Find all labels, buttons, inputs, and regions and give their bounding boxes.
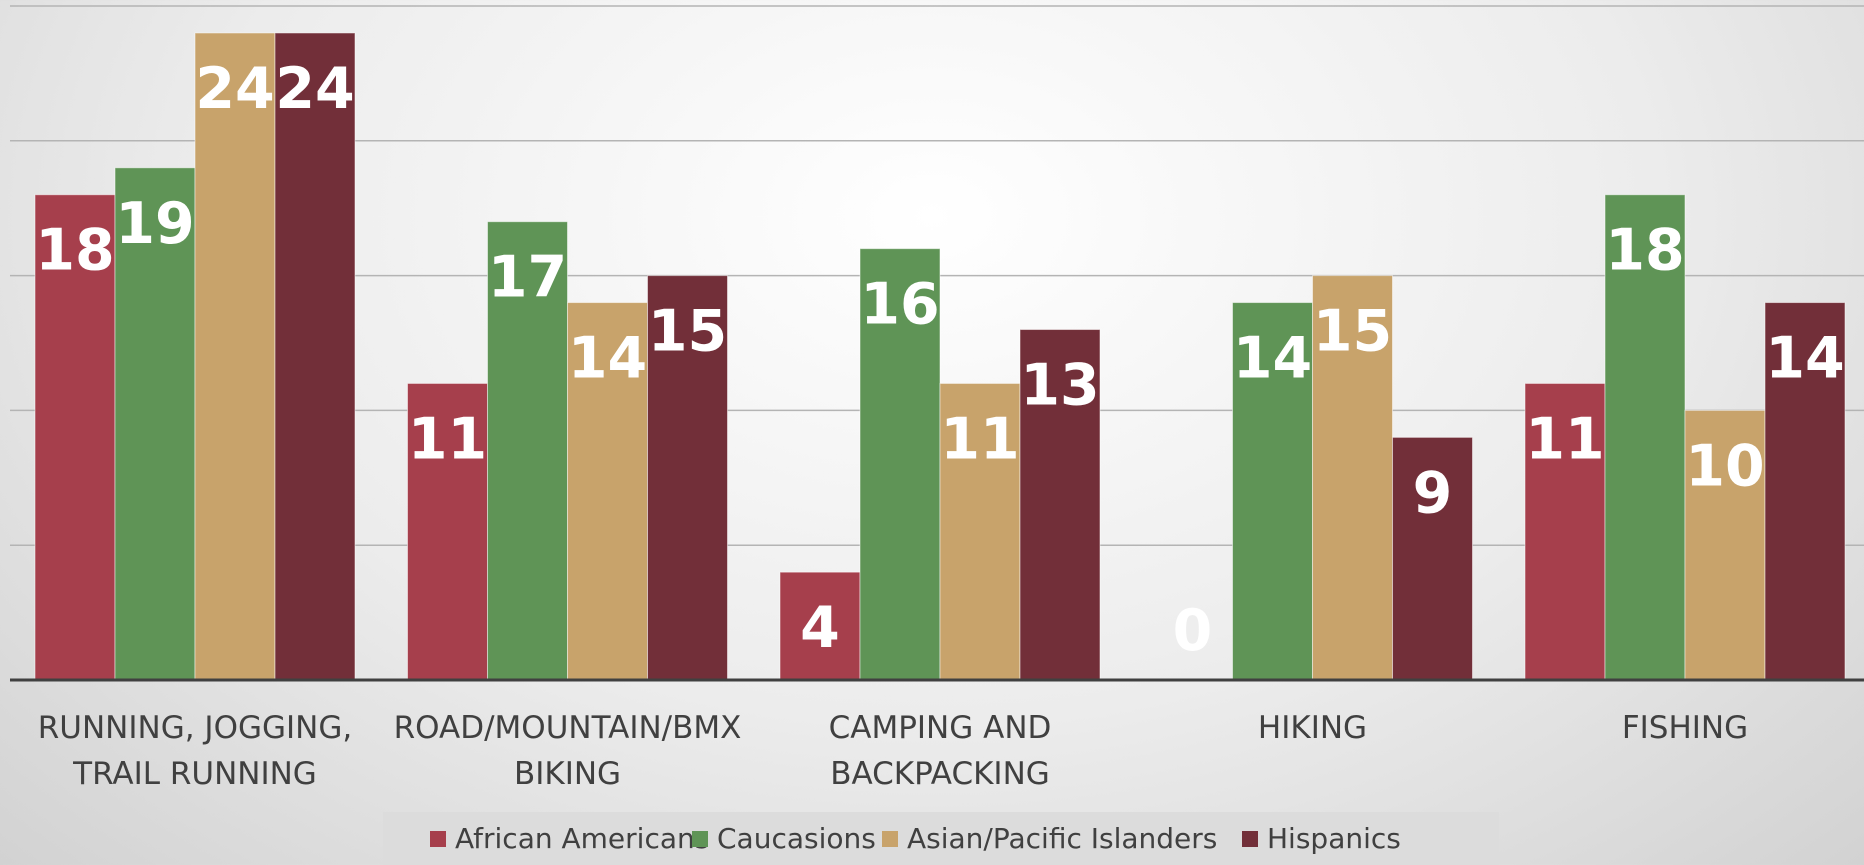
data-label: 19 — [115, 191, 194, 257]
data-label: 4 — [800, 595, 840, 661]
data-label: 16 — [860, 272, 939, 338]
x-tick-label: ROAD/MOUNTAIN/BMX BIKING — [393, 710, 742, 792]
data-label: 0 — [1173, 598, 1213, 664]
bar — [274, 32, 356, 681]
x-tick-label: CAMPING AND BACKPACKING — [828, 710, 1052, 792]
data-label: 11 — [940, 406, 1019, 472]
legend-label: Hispanics — [1267, 822, 1401, 855]
bar — [1604, 194, 1686, 681]
data-label: 18 — [35, 218, 114, 284]
bar — [567, 302, 648, 681]
data-label: 17 — [488, 245, 567, 311]
legend-swatch — [430, 831, 446, 847]
data-label: 11 — [408, 406, 487, 472]
bar — [1392, 436, 1473, 681]
x-tick-label: HIKING — [1257, 710, 1368, 746]
data-label: 11 — [1525, 406, 1604, 472]
bar — [647, 275, 728, 681]
data-label: 9 — [1413, 460, 1453, 526]
x-tick-label: FISHING — [1621, 710, 1749, 746]
legend-swatch — [882, 831, 898, 847]
bar — [1764, 302, 1846, 681]
bar — [194, 32, 276, 681]
data-label: 24 — [275, 56, 354, 122]
data-label: 24 — [195, 56, 274, 122]
data-label: 14 — [568, 326, 647, 392]
legend-swatch — [692, 831, 708, 847]
data-label: 15 — [648, 299, 727, 365]
data-label: 13 — [1020, 353, 1099, 419]
bar — [1312, 275, 1393, 681]
data-label: 14 — [1233, 326, 1312, 392]
data-label: 15 — [1313, 299, 1392, 365]
legend-label: African Americans — [455, 822, 709, 855]
legend-swatch — [1242, 831, 1258, 847]
data-label: 10 — [1685, 433, 1764, 499]
bar — [1019, 329, 1101, 681]
bar — [859, 248, 941, 681]
legend-box — [383, 812, 1499, 865]
x-tick-label: RUNNING, JOGGING, TRAIL RUNNING — [37, 710, 353, 792]
data-label: 14 — [1765, 326, 1844, 392]
data-label: 18 — [1605, 218, 1684, 284]
legend-label: Asian/Pacific Islanders — [907, 822, 1217, 855]
legend-label: Caucasions — [717, 822, 876, 855]
